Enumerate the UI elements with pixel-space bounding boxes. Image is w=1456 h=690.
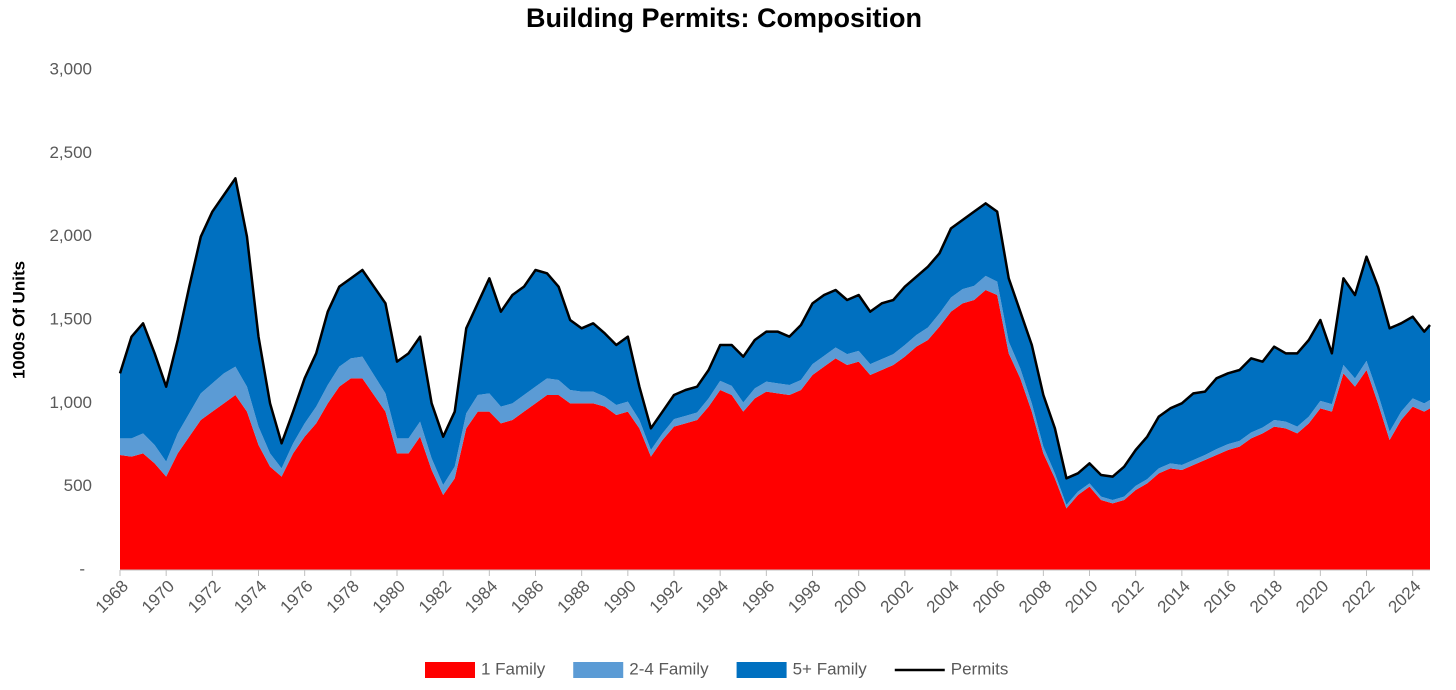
x-tick-label: 1978 [323, 577, 363, 617]
x-tick-label: 2010 [1061, 577, 1101, 617]
legend-label: Permits [951, 659, 1009, 678]
x-tick-label: 1972 [184, 577, 224, 617]
x-tick-label: 2004 [923, 577, 963, 617]
x-tick-label: 2006 [969, 577, 1009, 617]
area [120, 290, 1430, 570]
x-tick-label: 1982 [415, 577, 455, 617]
area [120, 275, 1430, 509]
y-tick-label: - [79, 559, 85, 578]
legend-label: 1 Family [481, 659, 546, 678]
x-tick-label: 2008 [1015, 577, 1055, 617]
x-tick-label: 1970 [138, 577, 178, 617]
legend-swatch [573, 662, 624, 678]
x-tick-label: 2024 [1385, 577, 1425, 617]
x-tick-label: 1984 [461, 577, 501, 617]
x-tick-label: 1988 [553, 577, 593, 617]
x-tick-label: 2022 [1338, 577, 1378, 617]
x-tick-label: 1976 [276, 577, 316, 617]
x-tick-label: 1996 [738, 577, 778, 617]
x-tick-label: 2014 [1154, 577, 1194, 617]
legend-label: 2-4 Family [629, 659, 709, 678]
x-tick-label: 1992 [646, 577, 686, 617]
x-tick-label: 1980 [369, 577, 409, 617]
x-tick-label: 2016 [1200, 577, 1240, 617]
line [118, 177, 1431, 480]
y-tick-label: 500 [64, 476, 92, 495]
y-tick-label: 2,000 [49, 226, 92, 245]
legend-swatch [425, 662, 475, 678]
x-tick-label: 2012 [1107, 577, 1147, 617]
y-tick-label: 2,500 [49, 143, 92, 162]
legend-label: 5+ Family [793, 659, 868, 678]
y-axis-label: 1000s Of Units [9, 261, 28, 379]
x-tick-label: 1990 [600, 577, 640, 617]
x-tick-label: 1994 [692, 577, 732, 617]
chart-title: Building Permits: Composition [526, 3, 922, 33]
y-tick-label: 3,000 [49, 59, 92, 78]
y-tick-label: 1,500 [49, 309, 92, 328]
x-tick-label: 2018 [1246, 577, 1286, 617]
x-tick-label: 2002 [877, 577, 917, 617]
x-tick-label: 2000 [830, 577, 870, 617]
x-tick-label: 2020 [1292, 577, 1332, 617]
area [120, 178, 1430, 506]
x-tick-label: 1986 [507, 577, 547, 617]
legend-swatch [736, 662, 787, 678]
x-tick-label: 1974 [230, 577, 270, 617]
x-tick-label: 1998 [784, 577, 824, 617]
y-tick-label: 1,000 [49, 393, 92, 412]
x-tick-label: 1968 [92, 577, 132, 617]
